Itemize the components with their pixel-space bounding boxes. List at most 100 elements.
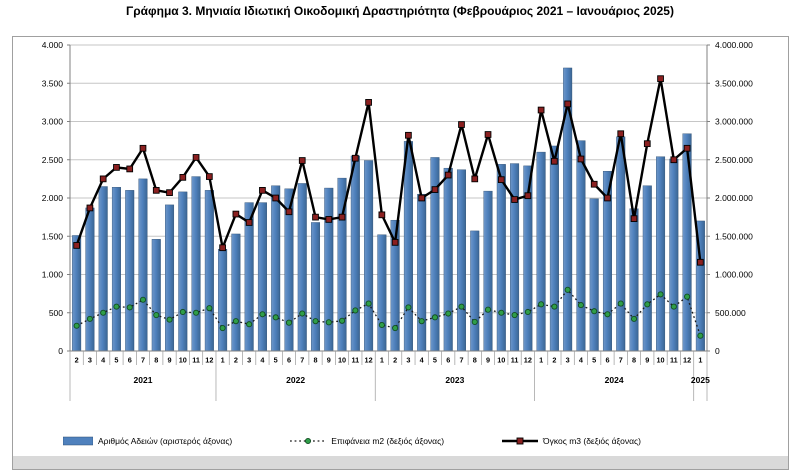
bar xyxy=(151,239,161,352)
month-label: 6 xyxy=(605,356,609,365)
surface-marker xyxy=(352,307,359,314)
month-label: 7 xyxy=(619,356,623,365)
month-label: 2 xyxy=(75,356,79,365)
volume-marker xyxy=(312,213,319,221)
volume-marker xyxy=(444,171,452,179)
volume-marker xyxy=(259,186,266,194)
bar xyxy=(218,249,228,352)
bar xyxy=(417,193,427,352)
month-label: 11 xyxy=(192,356,200,365)
month-label: 1 xyxy=(221,356,225,365)
month-label: 9 xyxy=(645,356,649,365)
line-series-surface-m2 xyxy=(73,286,704,339)
surface-marker xyxy=(365,300,372,307)
surface-marker xyxy=(179,308,186,316)
bar xyxy=(191,176,201,352)
bar xyxy=(257,202,267,352)
right-axis-label: 2.500.000 xyxy=(715,155,753,165)
surface-marker xyxy=(219,324,226,332)
volume-marker xyxy=(245,219,253,226)
surface-marker xyxy=(524,308,531,316)
month-label: 5 xyxy=(114,356,118,365)
volume-marker xyxy=(325,216,333,223)
volume-marker xyxy=(617,130,625,138)
month-label: 10 xyxy=(497,356,505,365)
volume-marker xyxy=(670,156,678,164)
month-label: 4 xyxy=(579,356,584,365)
volume-marker xyxy=(405,131,412,139)
bar xyxy=(656,156,666,352)
month-label: 8 xyxy=(313,356,317,365)
surface-marker xyxy=(73,322,80,329)
surface-marker xyxy=(405,304,412,311)
month-label: 2 xyxy=(552,356,556,365)
volume-marker xyxy=(351,154,359,162)
month-label: 6 xyxy=(446,356,450,365)
month-axis-labels: 2 3 4 5 6 7 8 9 10 11 12 1 2 3 4 5 6 7 8 9 10 11 12 1 2 3 4 5 6 7 8 9 10… xyxy=(75,356,703,365)
legend-item-0: Αριθμός Αδειών (αριστερός άξονας) xyxy=(63,436,232,446)
line-series-volume-m3 xyxy=(73,75,704,266)
surface-marker xyxy=(670,303,677,310)
surface-marker xyxy=(193,309,200,316)
surface-marker xyxy=(591,308,598,315)
month-label: 9 xyxy=(327,356,331,365)
bar xyxy=(443,167,453,352)
volume-marker xyxy=(179,173,187,181)
left-axis-label: 3.500 xyxy=(42,78,64,88)
volume-marker xyxy=(590,180,598,188)
right-axis-label: 1.500.000 xyxy=(715,231,753,241)
surface-marker xyxy=(564,286,571,293)
bar xyxy=(456,169,466,352)
gridlines xyxy=(70,44,707,352)
surface-marker xyxy=(458,303,465,310)
volume-marker xyxy=(458,121,465,128)
bar xyxy=(576,140,586,352)
month-label: 5 xyxy=(433,356,437,365)
surface-marker xyxy=(285,319,293,326)
left-axis-label: 1.500 xyxy=(42,231,64,241)
volume-marker xyxy=(378,211,386,219)
surface-marker xyxy=(418,318,425,325)
surface-marker xyxy=(339,317,346,324)
surface-marker xyxy=(697,332,704,339)
legend-label: Όγκος m3 (δεξιός άξονας) xyxy=(543,436,641,446)
bar xyxy=(403,141,413,352)
axis-lines xyxy=(67,44,710,401)
volume-marker xyxy=(577,155,585,163)
bar xyxy=(350,155,360,352)
legend-label: Αριθμός Αδειών (αριστερός άξονας) xyxy=(98,436,233,446)
bar xyxy=(297,183,307,352)
left-axis-label: 0 xyxy=(58,346,63,356)
volume-marker xyxy=(86,204,94,212)
surface-marker xyxy=(246,321,253,328)
left-axis-label: 2.500 xyxy=(42,155,64,165)
bar xyxy=(311,222,321,352)
month-label: 2 xyxy=(393,356,397,365)
volume-marker xyxy=(471,175,479,183)
left-axis-tick-labels: 0 500 1.000 1.500 2.000 2.500 3.000 3.500 4.000 xyxy=(42,40,64,356)
bar xyxy=(563,67,573,352)
left-axis-label: 1.000 xyxy=(42,270,64,280)
right-axis-label: 2.000.000 xyxy=(715,193,753,203)
surface-marker xyxy=(259,311,266,318)
surface-marker xyxy=(538,301,545,308)
bar xyxy=(85,207,95,352)
volume-marker xyxy=(338,213,346,221)
bar xyxy=(364,160,374,352)
bar xyxy=(589,198,599,352)
bar xyxy=(510,163,520,352)
volume-marker xyxy=(139,144,147,152)
volume-marker xyxy=(537,106,545,114)
surface-marker xyxy=(232,318,239,325)
volume-marker xyxy=(484,131,492,138)
month-label: 1 xyxy=(539,356,543,365)
volume-marker xyxy=(152,186,160,194)
surface-marker xyxy=(630,315,638,322)
left-axis-label: 500 xyxy=(49,308,63,318)
bar xyxy=(98,186,108,352)
volume-marker xyxy=(232,210,240,218)
bar xyxy=(231,233,241,352)
volume-marker xyxy=(551,157,558,165)
month-label: 11 xyxy=(351,356,359,365)
